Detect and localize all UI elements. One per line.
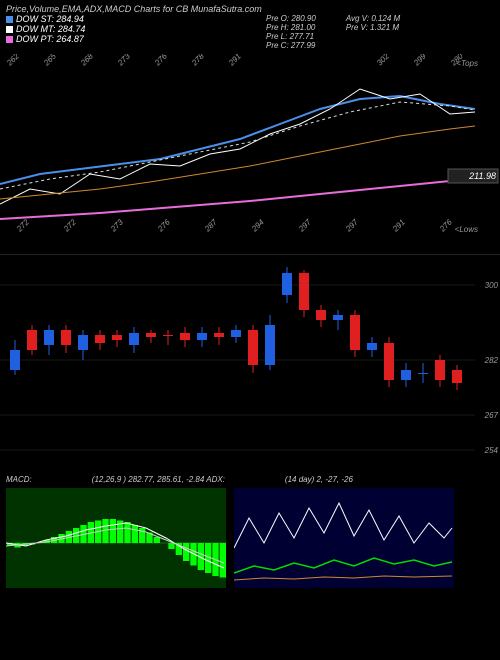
svg-text:299: 299 (411, 54, 428, 68)
svg-text:272: 272 (14, 217, 31, 234)
svg-text:291: 291 (390, 218, 407, 234)
svg-text:262: 262 (4, 54, 21, 68)
svg-text:276: 276 (155, 217, 172, 234)
legend: DOW ST: 284.94DOW MT: 284.74DOW PT: 264.… (6, 14, 126, 50)
svg-text:<Lows: <Lows (455, 225, 478, 234)
svg-text:273: 273 (115, 54, 132, 68)
macd-panel (6, 488, 226, 588)
svg-text:291: 291 (226, 54, 243, 68)
svg-text:282: 282 (484, 356, 499, 365)
svg-text:<Tops: <Tops (456, 59, 478, 68)
price-chart: 262265268273276278291302299280<Tops211.9… (0, 54, 500, 234)
adx-values: (14 day) 2, -27, -26 (285, 475, 353, 484)
chart-title: Price,Volume,EMA,ADX,MACD Charts for CB … (6, 4, 494, 14)
svg-text:254: 254 (484, 446, 499, 455)
adx-panel (234, 488, 454, 588)
stats-left: Pre O: 280.90Pre H: 281.00Pre L: 277.71P… (266, 14, 316, 50)
svg-text:211.98: 211.98 (468, 171, 496, 181)
macd-adx-chart: MACD: (12,26,9 ) 282.77, 285.61, -2.84 A… (0, 475, 500, 585)
svg-text:268: 268 (78, 54, 95, 68)
stats-right: Avg V: 0.124 MPre V: 1.321 M (346, 14, 400, 50)
svg-text:278: 278 (189, 54, 206, 68)
candle-chart: 300 282 267 254 (0, 254, 500, 455)
svg-text:273: 273 (108, 217, 125, 234)
svg-text:300: 300 (485, 281, 499, 290)
svg-text:276: 276 (437, 217, 454, 234)
svg-text:297: 297 (296, 217, 313, 234)
legend-item: DOW MT: 284.74 (6, 24, 126, 34)
svg-text:267: 267 (484, 411, 499, 420)
svg-text:276: 276 (152, 54, 169, 68)
svg-text:302: 302 (375, 54, 391, 67)
legend-item: DOW ST: 284.94 (6, 14, 126, 24)
svg-text:265: 265 (41, 54, 58, 68)
svg-text:294: 294 (249, 217, 266, 234)
svg-text:297: 297 (343, 217, 360, 234)
macd-label: MACD: (6, 475, 32, 484)
svg-text:287: 287 (202, 217, 219, 234)
legend-item: DOW PT: 264.87 (6, 34, 126, 44)
macd-values: (12,26,9 ) 282.77, 285.61, -2.84 ADX: (92, 475, 225, 484)
svg-text:272: 272 (61, 217, 78, 234)
